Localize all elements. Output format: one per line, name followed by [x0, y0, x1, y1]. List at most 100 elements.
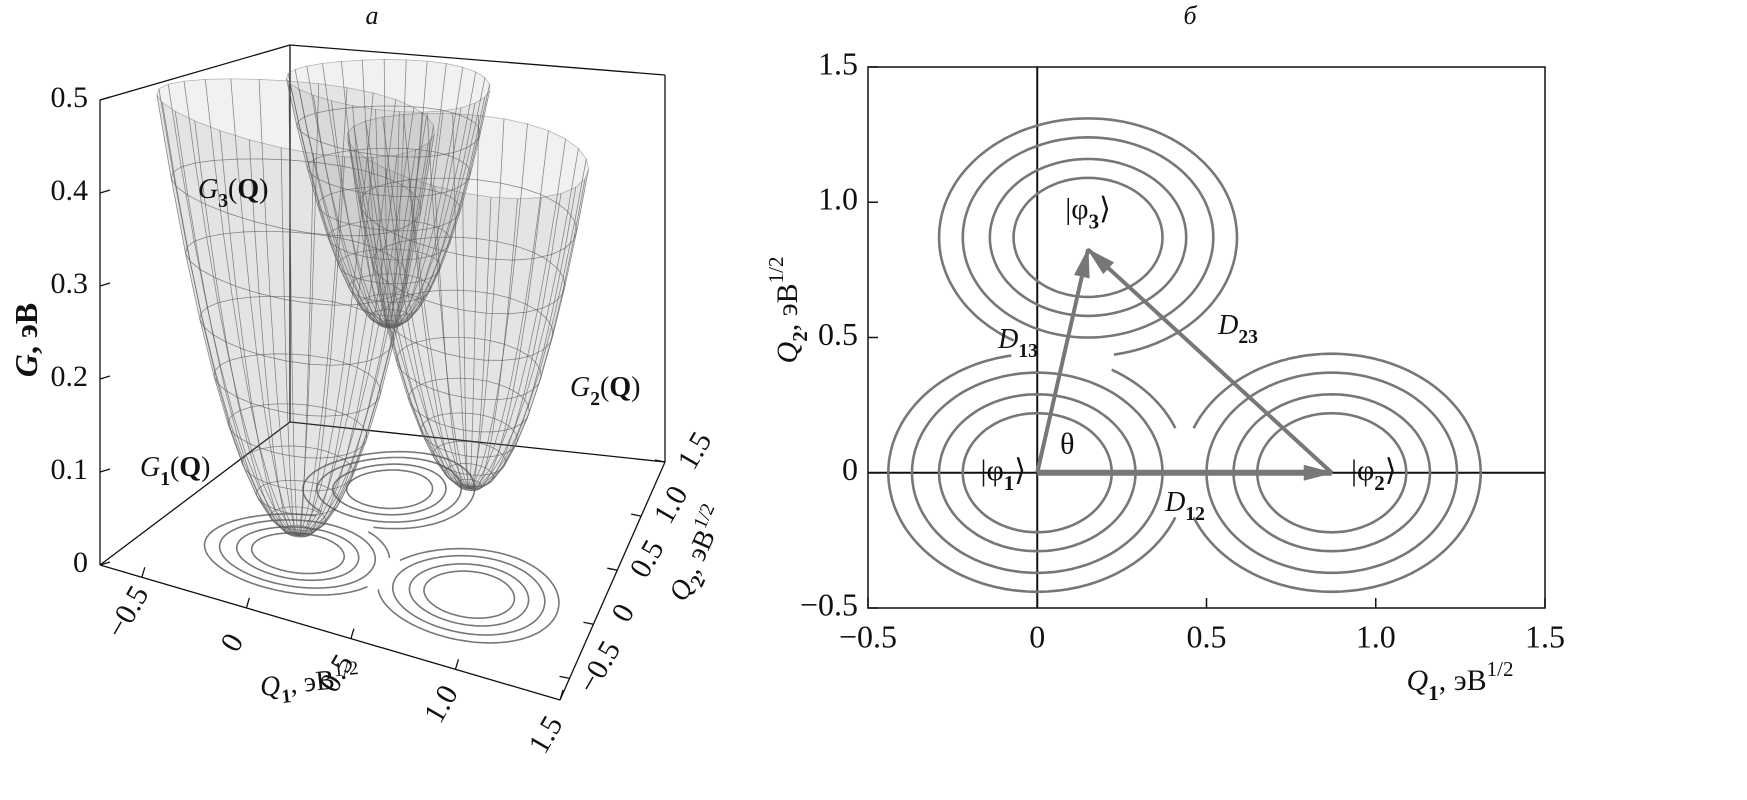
surface-facet — [470, 485, 480, 492]
surface-facet — [389, 320, 397, 327]
surface-facet — [298, 88, 322, 143]
panel-title: б — [1183, 1, 1197, 30]
y-tick — [631, 513, 642, 517]
surface-facet — [227, 424, 246, 470]
surface-facet — [477, 431, 494, 458]
surface-facet — [242, 454, 260, 492]
text-run: 1/2 — [764, 257, 788, 284]
surface-facet — [194, 120, 229, 214]
surface-facet — [317, 178, 338, 221]
surface-facet — [341, 59, 366, 109]
surface-facet — [537, 258, 558, 319]
surface-facet — [366, 158, 395, 235]
surface-facet — [462, 192, 492, 260]
surface-facet — [419, 253, 434, 282]
surface-facet — [367, 256, 383, 284]
surface-facet — [215, 277, 245, 351]
surface-facet — [227, 212, 260, 294]
surface-facet — [482, 380, 500, 419]
text-run: 1 — [280, 686, 292, 708]
surface-facet — [393, 272, 408, 343]
surface-facet — [293, 524, 299, 536]
surface-facet — [395, 248, 409, 276]
surface-facet — [389, 326, 399, 328]
surface-facet — [331, 190, 350, 228]
text-run: ⟩ — [1014, 454, 1026, 487]
surface-facet — [388, 298, 408, 352]
surface-facet — [289, 506, 298, 526]
angle-label: θ — [1060, 428, 1074, 461]
surface-facet — [328, 229, 343, 263]
surface-facet — [295, 506, 303, 526]
surface-facet — [383, 309, 390, 322]
surface-facet — [413, 115, 434, 205]
surface-facet — [333, 459, 351, 496]
surface-facet — [415, 236, 440, 293]
x-tick — [350, 628, 355, 639]
surface-facet — [555, 138, 579, 213]
surface-facet — [399, 318, 411, 327]
surface-facet — [251, 402, 275, 453]
surface-facet — [410, 295, 425, 315]
surface-facet — [355, 250, 371, 278]
text-run: 3 — [218, 191, 228, 212]
surface-facet — [193, 236, 219, 308]
text-run: G — [570, 372, 590, 403]
arrow-label: D23 — [1217, 310, 1258, 348]
surface-facet — [369, 314, 381, 326]
surface-facet — [212, 333, 238, 398]
surface-facet — [391, 301, 403, 317]
surface-facet — [380, 320, 391, 328]
surface-facet — [228, 356, 252, 411]
surface-facet — [525, 254, 553, 313]
surface-facet — [455, 176, 471, 218]
surface-facet — [330, 100, 357, 153]
surface-facet — [309, 513, 325, 531]
surface-facet — [450, 159, 467, 203]
surface-facet — [487, 429, 506, 458]
surface-facet — [528, 369, 542, 413]
surface-facet — [443, 336, 461, 379]
text-run: ⟩ — [1385, 454, 1397, 487]
y-axis-label: Q2, эВ1/2 — [764, 257, 812, 364]
surface-facet — [442, 442, 457, 467]
surface-facet — [395, 310, 406, 323]
text-run: 1 — [160, 469, 170, 490]
surface-facet — [379, 309, 388, 322]
surface-facet — [426, 347, 450, 395]
surface-facet — [323, 193, 341, 231]
surface-facet — [301, 529, 314, 538]
surface-facet — [422, 290, 444, 340]
surface-facet — [451, 412, 465, 442]
surface-facet — [368, 316, 381, 327]
contour — [910, 371, 1164, 575]
surface-facet — [369, 185, 387, 221]
surface-facet — [429, 151, 449, 194]
surface-facet — [319, 209, 337, 248]
surface-facet — [521, 383, 540, 424]
surface-facet — [348, 281, 362, 304]
surface-facet — [366, 298, 380, 316]
surface-facet — [385, 185, 402, 221]
surface-facet — [296, 125, 311, 174]
text-run: ( — [600, 372, 609, 403]
surface-facet — [298, 528, 313, 536]
x-tick — [141, 567, 146, 578]
surface-facet — [490, 466, 505, 483]
surface-facet — [282, 511, 295, 531]
surface-facet — [456, 289, 476, 339]
z-tick — [99, 189, 111, 194]
surface-facet — [263, 403, 283, 448]
surface-facet — [394, 230, 413, 261]
surface-facet — [349, 439, 367, 481]
surface-facet — [344, 272, 361, 298]
surface-facet — [458, 336, 476, 380]
text-run: D — [997, 324, 1018, 355]
surface-facet — [498, 343, 518, 390]
floor-contour — [316, 456, 463, 523]
surface-facet — [311, 233, 338, 303]
surface-facet — [321, 506, 338, 528]
surface-facet — [390, 179, 417, 243]
surface-facet — [277, 403, 295, 447]
y-tick-label: 0.5 — [818, 316, 858, 352]
